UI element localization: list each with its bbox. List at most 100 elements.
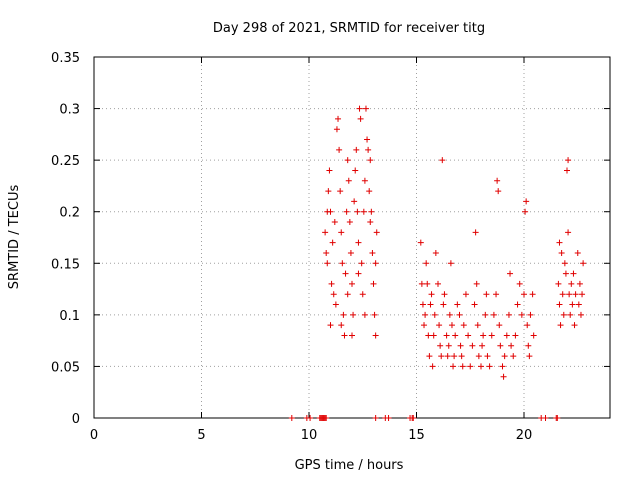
data-point-marker xyxy=(322,229,329,236)
data-point-marker xyxy=(577,311,584,318)
data-point-marker xyxy=(514,301,521,308)
data-point-marker xyxy=(424,280,431,287)
data-point-marker xyxy=(499,363,506,370)
data-point-marker xyxy=(450,363,457,370)
data-point-marker xyxy=(438,353,445,360)
data-point-marker xyxy=(457,342,464,349)
data-point-marker xyxy=(326,167,333,174)
data-point-marker xyxy=(508,342,515,349)
data-point-marker xyxy=(360,208,367,215)
data-point-marker xyxy=(503,332,510,339)
data-point-marker xyxy=(557,322,564,329)
data-point-marker xyxy=(343,208,350,215)
y-tick-label: 0.35 xyxy=(51,51,80,66)
data-point-marker xyxy=(353,146,360,153)
data-point-marker xyxy=(346,219,353,226)
data-point-marker xyxy=(467,363,474,370)
data-point-marker xyxy=(340,311,347,318)
data-point-marker xyxy=(451,353,458,360)
grid-lines xyxy=(94,57,610,418)
data-point-marker xyxy=(338,322,345,329)
data-point-marker xyxy=(344,157,351,164)
data-point-marker xyxy=(349,332,355,339)
data-point-marker xyxy=(500,373,507,380)
data-point-marker xyxy=(559,291,566,298)
data-point-marker xyxy=(325,188,332,195)
data-point-marker xyxy=(427,301,434,308)
data-point-marker xyxy=(496,322,503,329)
data-point-marker xyxy=(454,301,461,308)
data-point-marker xyxy=(527,311,534,318)
data-point-marker xyxy=(569,301,576,308)
data-point-marker xyxy=(490,311,497,318)
data-point-marker xyxy=(417,239,424,246)
data-point-marker xyxy=(524,322,531,329)
data-point-marker xyxy=(422,311,429,318)
data-point-marker xyxy=(437,342,444,349)
data-point-marker xyxy=(428,291,435,298)
data-point-marker xyxy=(349,280,355,287)
data-point-marker xyxy=(542,415,549,421)
axis-ticks: 0 5 10 15 20 0 0.05 0.1 0.15 0.2 0.25 0.3 0.35 xyxy=(51,51,610,443)
data-point-marker xyxy=(462,291,469,298)
data-point-marker xyxy=(324,208,331,215)
data-point-marker xyxy=(571,322,578,329)
data-point-marker xyxy=(307,415,314,421)
data-point-marker xyxy=(475,353,482,360)
data-point-marker xyxy=(448,322,455,329)
data-point-marker xyxy=(354,208,361,215)
data-point-marker xyxy=(423,260,430,267)
data-point-marker xyxy=(566,291,573,298)
data-point-marker xyxy=(361,177,368,184)
data-point-marker xyxy=(522,208,529,215)
data-point-marker xyxy=(355,239,362,246)
data-point-marker xyxy=(472,229,479,236)
data-point-marker xyxy=(516,280,523,287)
data-point-marker xyxy=(425,332,432,339)
data-point-marker xyxy=(368,208,375,215)
data-point-marker xyxy=(456,311,463,318)
data-point-marker xyxy=(570,270,577,277)
data-point-marker xyxy=(521,291,527,298)
data-point-marker xyxy=(370,280,377,287)
x-tick-label: 0 xyxy=(90,428,98,443)
data-point-marker xyxy=(419,301,426,308)
y-tick-label: 0.3 xyxy=(59,103,80,118)
data-point-marker xyxy=(510,353,517,360)
y-tick-label: 0.15 xyxy=(51,257,80,272)
data-point-marker xyxy=(482,311,489,318)
data-point-marker xyxy=(484,353,491,360)
data-point-marker xyxy=(493,291,500,298)
data-point-marker xyxy=(460,322,467,329)
data-point-marker xyxy=(426,353,433,360)
data-point-marker xyxy=(323,415,330,421)
data-point-marker xyxy=(432,249,439,256)
data-point-marker xyxy=(446,311,453,318)
data-point-marker xyxy=(486,363,493,370)
data-point-marker xyxy=(435,280,441,287)
data-point-marker xyxy=(576,280,583,287)
data-point-marker xyxy=(336,146,343,153)
data-point-marker xyxy=(560,311,567,318)
data-point-marker xyxy=(488,332,495,339)
data-point-marker xyxy=(367,157,374,164)
data-point-marker xyxy=(357,115,364,122)
x-tick-label: 10 xyxy=(301,428,318,443)
data-point-marker xyxy=(479,342,486,349)
data-point-marker xyxy=(565,229,572,236)
data-point-marker xyxy=(345,177,352,184)
data-point-marker xyxy=(518,311,525,318)
y-tick-label: 0 xyxy=(72,412,80,427)
data-point-marker xyxy=(501,353,508,360)
x-axis-label: GPS time / hours xyxy=(295,458,404,473)
data-point-marker xyxy=(494,177,501,184)
data-point-marker xyxy=(440,301,447,308)
data-point-marker xyxy=(362,105,369,112)
x-tick-label: 5 xyxy=(197,428,205,443)
data-point-marker xyxy=(327,322,334,329)
data-point-marker xyxy=(574,249,581,256)
data-point-marker xyxy=(478,363,484,370)
data-point-marker xyxy=(418,280,425,287)
data-point-marker xyxy=(564,167,570,174)
